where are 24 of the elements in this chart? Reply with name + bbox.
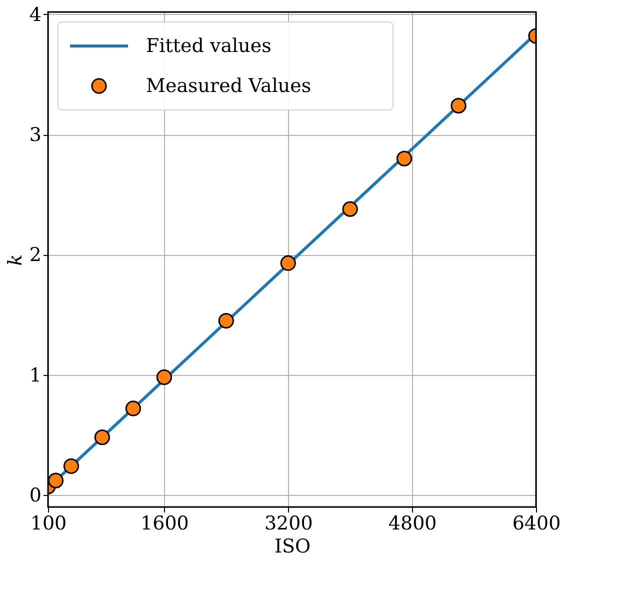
- point: [396, 150, 412, 166]
- y-tick-label: 4: [29, 4, 42, 26]
- x-tick-label: 6400: [512, 512, 561, 534]
- y-axis-title: k: [4, 254, 26, 266]
- point: [342, 201, 358, 217]
- point: [450, 98, 466, 114]
- legend-label: Fitted values: [146, 35, 272, 57]
- point: [125, 400, 142, 416]
- point: [48, 472, 64, 488]
- point: [94, 430, 110, 446]
- legend-label: Measured Values: [146, 75, 312, 97]
- x-tick-label: 1600: [140, 512, 189, 534]
- y-tick-label: 0: [29, 484, 42, 506]
- y-tick-label: 3: [29, 124, 42, 146]
- point: [156, 369, 172, 386]
- point: [218, 312, 234, 329]
- y-tick-label: 1: [29, 364, 42, 386]
- point: [63, 458, 80, 474]
- x-tick-label: 3200: [264, 512, 313, 534]
- x-tick-label: 4800: [388, 512, 437, 534]
- x-tick-label: 100: [30, 512, 67, 534]
- point: [280, 255, 296, 271]
- x-axis-title: ISO: [274, 536, 311, 558]
- y-tick-label: 2: [29, 244, 42, 266]
